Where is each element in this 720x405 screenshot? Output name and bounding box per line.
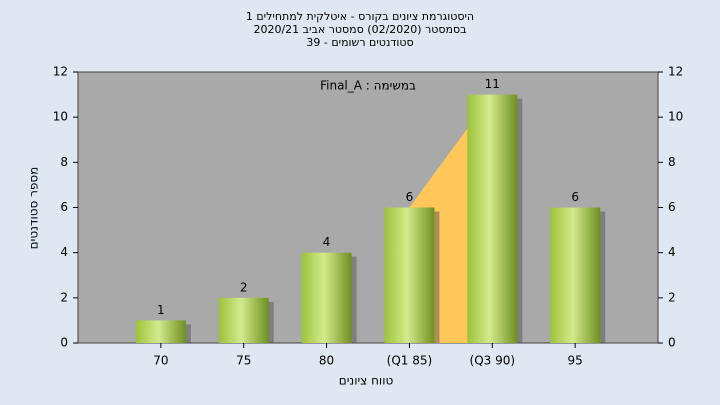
- x-tick-label: (Q1 85): [387, 354, 433, 368]
- y2-tick-label: 12: [668, 65, 683, 79]
- y-tick-label: 10: [53, 110, 68, 124]
- bar: [384, 207, 435, 343]
- x-axis-label: טווח ציונים: [339, 374, 394, 388]
- data-label: 4: [323, 235, 331, 249]
- data-label: 1: [157, 303, 165, 317]
- chart-title: היסטוגרמת ציונים בקורס - איטלקית למתחילי…: [246, 10, 474, 23]
- y-tick-label: 4: [60, 245, 68, 259]
- data-label: 6: [571, 190, 579, 204]
- x-tick-label: 80: [319, 354, 334, 368]
- y-tick-label: 0: [60, 336, 68, 350]
- data-label: 6: [406, 190, 414, 204]
- chart-subtitle: סטודנטים רשומים - 39: [306, 36, 413, 49]
- y-axis-label: מספר סטודנטים: [27, 167, 41, 250]
- data-label: 11: [485, 77, 500, 91]
- y-tick-label: 12: [53, 65, 68, 79]
- data-label: 2: [240, 280, 248, 294]
- bar: [135, 320, 186, 343]
- y2-tick-label: 0: [668, 336, 676, 350]
- y2-tick-label: 6: [668, 200, 676, 214]
- bar: [301, 252, 352, 343]
- y-tick-label: 2: [60, 290, 68, 304]
- bar: [218, 297, 269, 343]
- y2-tick-label: 10: [668, 110, 683, 124]
- bar: [467, 94, 518, 343]
- annotation: במשימה : Final_A: [320, 79, 416, 93]
- x-tick-label: (Q3 90): [470, 354, 516, 368]
- x-tick-label: 95: [568, 354, 583, 368]
- x-tick-label: 70: [153, 354, 168, 368]
- y-tick-label: 6: [60, 200, 68, 214]
- y2-tick-label: 8: [668, 155, 676, 169]
- y2-tick-label: 4: [668, 245, 676, 259]
- chart-subtitle: בסמסטר (02/2020) סמסטר אביב 2020/21: [253, 23, 466, 36]
- y-tick-label: 8: [60, 155, 68, 169]
- x-tick-label: 75: [236, 354, 251, 368]
- y2-tick-label: 2: [668, 290, 676, 304]
- bar: [550, 207, 601, 343]
